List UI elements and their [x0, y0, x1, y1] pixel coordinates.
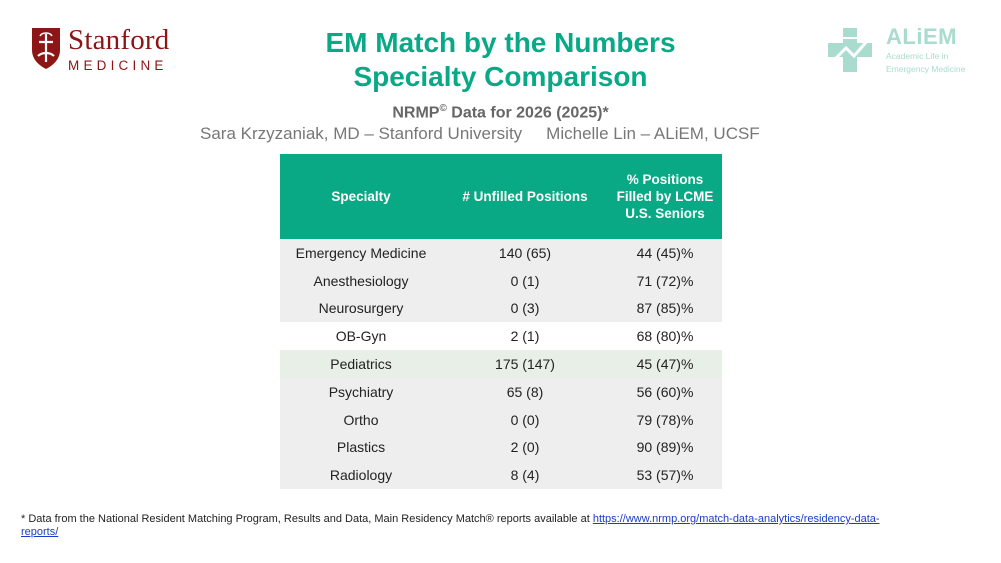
table-row: Plastics 2 (0) 90 (89)% — [280, 433, 722, 462]
subtitle-year: Data for 2026 (2025)* — [446, 104, 609, 122]
table-row: Ortho 0 (0) 79 (78)% — [280, 405, 722, 434]
stanford-name: Stanford — [68, 24, 170, 56]
cell-specialty: Emergency Medicine — [295, 244, 427, 261]
table-row: Psychiatry 65 (8) 56 (60)% — [280, 377, 722, 406]
table-row: OB-Gyn 2 (1) 68 (80)% — [280, 322, 722, 351]
cell-specialty: Pediatrics — [330, 356, 392, 373]
aliem-name: ALiEM — [886, 24, 957, 49]
table-body: Emergency Medicine 140 (65) 44 (45)% Ane… — [280, 239, 722, 490]
cell-unfilled: 2 (0) — [510, 439, 540, 456]
cell-unfilled: 8 (4) — [510, 467, 540, 484]
cell-filled-pct: 87 (85)% — [636, 300, 694, 317]
author-1: Sara Krzyzaniak, MD – Stanford Universit… — [200, 124, 523, 143]
cell-unfilled: 0 (0) — [510, 411, 540, 428]
data-source-line: NRMP© Data for 2026 (2025)* — [0, 103, 1001, 122]
page-subtitle: Specialty Comparison — [353, 61, 648, 92]
cell-specialty: Plastics — [336, 439, 386, 456]
cell-unfilled: 65 (8) — [506, 383, 544, 400]
table-header: Specialty # Unfilled Positions % Positio… — [280, 154, 722, 239]
cell-unfilled: 0 (3) — [510, 300, 540, 317]
footnote: * Data from the National Resident Matchi… — [21, 513, 901, 539]
cell-filled-pct: 90 (89)% — [636, 439, 694, 456]
column-header-unfilled: # Unfilled Positions — [462, 189, 588, 204]
table-row: Emergency Medicine 140 (65) 44 (45)% — [280, 239, 722, 267]
cell-filled-pct: 53 (57)% — [636, 467, 694, 484]
cell-filled-pct: 45 (47)% — [636, 356, 694, 373]
cell-filled-pct: 79 (78)% — [636, 411, 694, 428]
author-2: Michelle Lin – ALiEM, UCSF — [546, 124, 760, 143]
cell-unfilled: 0 (1) — [510, 272, 540, 289]
column-header-specialty: Specialty — [331, 189, 391, 204]
cell-filled-pct: 68 (80)% — [636, 328, 694, 345]
cell-specialty: Anesthesiology — [313, 272, 409, 289]
authors-line: Sara Krzyzaniak, MD – Stanford Universit… — [200, 124, 760, 144]
cell-unfilled: 2 (1) — [510, 328, 540, 345]
table-row: Anesthesiology 0 (1) 71 (72)% — [280, 266, 722, 295]
cell-specialty: OB-Gyn — [335, 328, 387, 345]
cell-filled-pct: 56 (60)% — [636, 383, 694, 400]
aliem-tagline-1: Academic Life in — [886, 51, 949, 61]
cell-specialty: Radiology — [329, 467, 393, 484]
nrmp-report-link[interactable]: https://www.nrmp.org/match-data-analytic… — [21, 513, 880, 538]
stanford-seal-icon — [32, 28, 60, 69]
specialty-table: Specialty # Unfilled Positions % Positio… — [280, 154, 722, 490]
cell-specialty: Psychiatry — [328, 383, 394, 400]
table-row: Neurosurgery 0 (3) 87 (85)% — [280, 294, 722, 323]
stanford-sub: MEDICINE — [68, 58, 168, 73]
page-title: EM Match by the Numbers — [325, 27, 676, 58]
cell-filled-pct: 71 (72)% — [636, 272, 694, 289]
cell-unfilled: 140 (65) — [498, 244, 552, 261]
stanford-medicine-logo: Stanford MEDICINE — [30, 26, 169, 73]
cell-specialty: Ortho — [343, 411, 379, 428]
cell-filled-pct: 44 (45)% — [636, 244, 694, 261]
cell-unfilled: 175 (147) — [495, 356, 555, 373]
aliem-tagline-2: Emergency Medicine — [886, 64, 966, 74]
table-row: Pediatrics 175 (147) 45 (47)% — [280, 350, 722, 378]
aliem-logo: ALiEM Academic Life in Emergency Medicin… — [826, 26, 965, 74]
aliem-cross-icon — [828, 28, 872, 72]
copyright-mark: © — [439, 103, 447, 114]
column-header-filled-pct: % Positions Filled by LCME U.S. Seniors — [616, 172, 714, 221]
cell-specialty: Neurosurgery — [318, 300, 404, 317]
table-row: Radiology 8 (4) 53 (57)% — [280, 461, 722, 490]
footnote-text: * Data from the National Resident Matchi… — [21, 513, 593, 525]
subtitle-nrmp: NRMP — [392, 104, 440, 122]
